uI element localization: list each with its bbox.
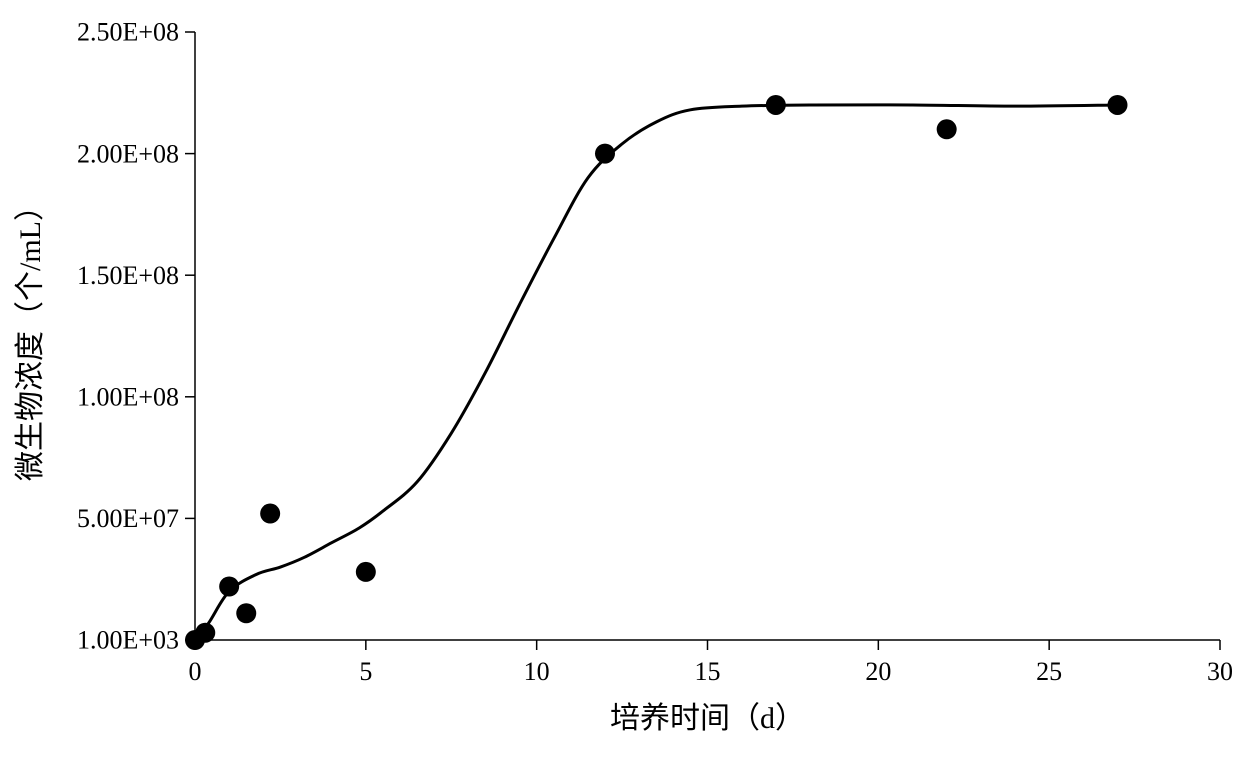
chart-svg: 0 5 10 15 20 25 30 1.00E+03 5.00E+07 1.00E+08 1.50… [0, 0, 1240, 764]
x-axis-title: 培养时间（d） [610, 702, 805, 735]
data-point [937, 119, 957, 139]
data-point [356, 562, 376, 582]
data-point [195, 623, 215, 643]
data-point [766, 95, 786, 115]
x-tick-label: 25 [1036, 657, 1062, 686]
x-tick-label: 20 [865, 657, 891, 686]
data-point [595, 144, 615, 164]
y-tick-label: 1.00E+08 [77, 382, 179, 411]
growth-chart: 0 5 10 15 20 25 30 1.00E+03 5.00E+07 1.00E+08 1.50… [0, 0, 1240, 764]
data-point [219, 576, 239, 596]
x-tick-label: 15 [695, 657, 721, 686]
y-tick-label: 1.50E+08 [77, 261, 179, 290]
y-tick-label: 2.50E+08 [77, 18, 179, 47]
y-axis-title: 微生物浓度（个/mL） [14, 191, 47, 481]
fit-curve [195, 105, 1118, 640]
data-point [1108, 95, 1128, 115]
data-point [236, 603, 256, 623]
x-tick-label: 30 [1207, 657, 1233, 686]
y-tick-label: 5.00E+07 [77, 504, 179, 533]
x-tick-label: 10 [524, 657, 550, 686]
x-tick-label: 5 [359, 657, 372, 686]
x-tick-label: 0 [189, 657, 202, 686]
y-tick-label: 2.00E+08 [77, 139, 179, 168]
data-point [260, 504, 280, 524]
y-tick-label: 1.00E+03 [77, 626, 179, 655]
